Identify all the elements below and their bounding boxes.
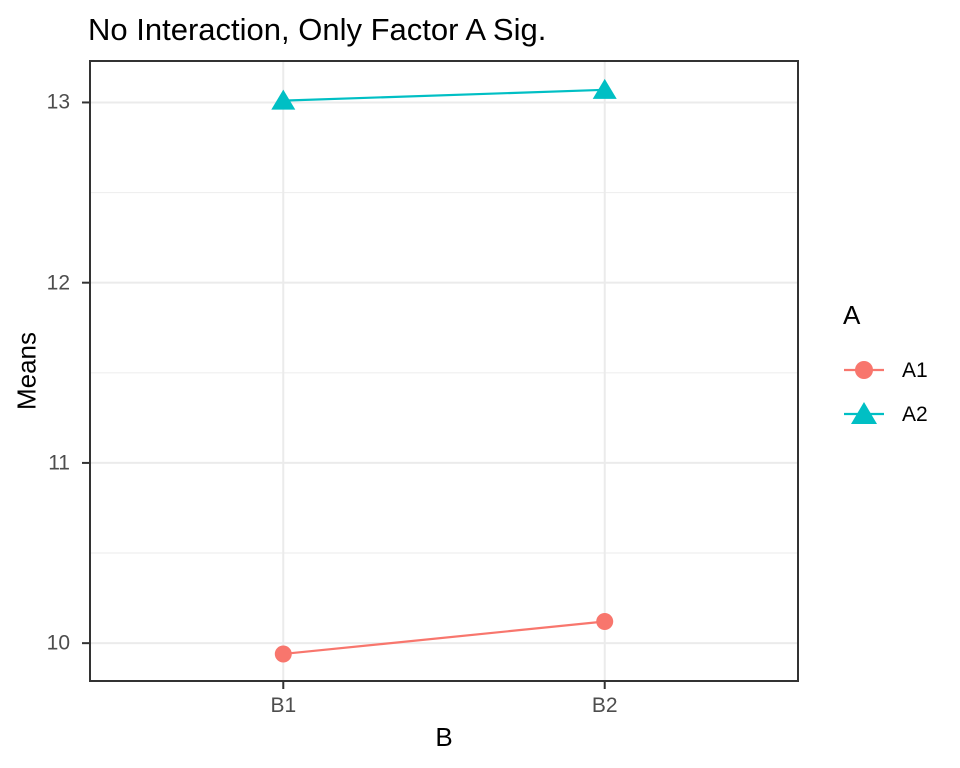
x-axis-title: B bbox=[435, 722, 453, 752]
y-axis-title: Means bbox=[11, 331, 42, 411]
x-tick-label-b1: B1 bbox=[270, 694, 297, 717]
data-point-circle bbox=[596, 613, 614, 631]
y-tick-label-11: 11 bbox=[48, 451, 70, 475]
legend-item-a1: A1 bbox=[843, 348, 928, 392]
series-line-a2 bbox=[283, 88, 605, 102]
legend-key-triangle-icon bbox=[844, 402, 884, 424]
legend-label: A1 bbox=[902, 358, 928, 382]
chart-title: No Interaction, Only Factor A Sig. bbox=[88, 12, 547, 47]
data-point-triangle bbox=[592, 78, 617, 99]
legend-item-a2: A2 bbox=[843, 392, 928, 436]
series-line-a1 bbox=[283, 620, 605, 656]
y-tick-label-13: 13 bbox=[46, 90, 70, 114]
legend-items: A1 A2 bbox=[843, 348, 928, 436]
legend-key-circle-icon bbox=[844, 361, 884, 379]
panel-border bbox=[89, 60, 799, 682]
legend: A A1 A2 bbox=[843, 302, 928, 436]
legend-title: A bbox=[843, 300, 861, 330]
y-tick-label-12: 12 bbox=[46, 271, 70, 295]
x-tick-label-b2: B2 bbox=[591, 694, 618, 717]
data-point-circle bbox=[274, 645, 292, 663]
data-point-triangle bbox=[271, 89, 296, 110]
y-tick-label-10: 10 bbox=[46, 631, 70, 655]
legend-label: A2 bbox=[902, 402, 928, 426]
